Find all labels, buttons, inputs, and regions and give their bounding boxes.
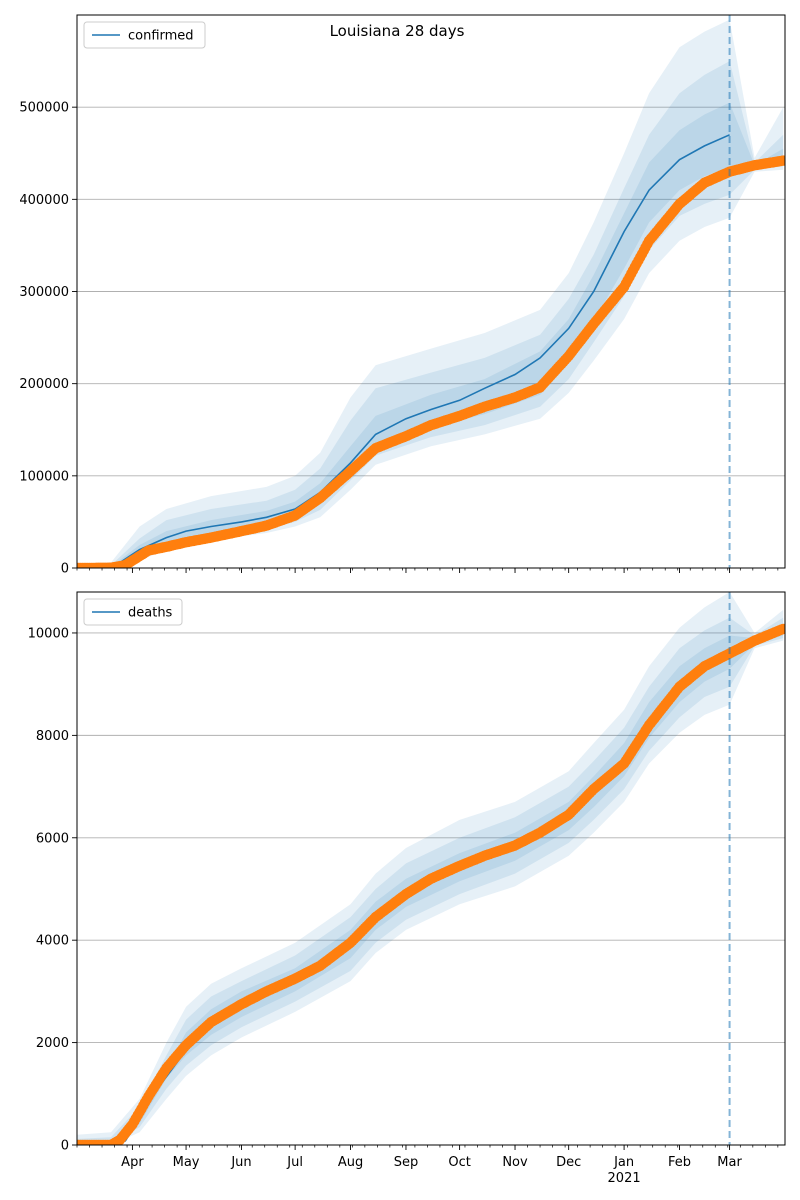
band-middle: [77, 61, 784, 568]
x-tick-label: Apr: [121, 1155, 144, 1170]
x-tick-label: Jul: [286, 1155, 303, 1170]
y-tick-label: 200000: [19, 377, 69, 392]
x-tick-label: Nov: [502, 1155, 528, 1170]
x-tick-label: Oct: [448, 1155, 470, 1170]
deaths-panel: 0 2000 4000 6000 8000 10000 Apr May Jun Jul Aug Sep…: [28, 591, 786, 1186]
y-tick-label: 500000: [19, 101, 69, 116]
y-tick-label: 0: [61, 1139, 69, 1154]
y-tick-label: 0: [61, 562, 69, 577]
x-tick-label: Jun: [230, 1155, 251, 1170]
plot-content: [77, 19, 785, 568]
legend-box: [83, 598, 183, 626]
plot-content: [77, 592, 785, 1145]
y-tick-label: 300000: [19, 285, 69, 300]
y-tick-label: 8000: [36, 729, 69, 744]
x-tick-label: Jan: [613, 1155, 634, 1170]
y-tick-label: 100000: [19, 469, 69, 484]
observed-point: [778, 623, 785, 635]
legend-box: [83, 21, 206, 49]
y-tick-label: 2000: [36, 1036, 69, 1051]
x-tick-label: May: [173, 1155, 200, 1170]
legend: confirmed: [83, 21, 206, 49]
y-tick-label: 6000: [36, 831, 69, 846]
x-tick-label: Mar: [717, 1155, 742, 1170]
band-outer: [77, 592, 784, 1145]
axes-frame: [76, 591, 786, 1146]
band-outer: [77, 19, 784, 568]
y-tick-label: 4000: [36, 934, 69, 949]
y-tick-label: 400000: [19, 193, 69, 208]
axes-frame: [76, 14, 786, 569]
observed-series-confirmed: [77, 155, 785, 568]
chart-title: Louisiana 28 days: [330, 22, 465, 40]
x-tick-label: Dec: [556, 1155, 581, 1170]
x-year-label: 2021: [608, 1171, 641, 1186]
y-tick-label: 10000: [28, 626, 69, 641]
model-line-confirmed: [77, 134, 730, 568]
observed-point: [778, 155, 785, 166]
observed-series-deaths: [77, 623, 785, 1145]
x-tick-label: Sep: [394, 1155, 419, 1170]
x-tick-label: Aug: [338, 1155, 363, 1170]
legend: deaths: [83, 598, 183, 626]
x-tick-label: Feb: [668, 1155, 691, 1170]
confirmed-panel: 0 100000 200000 300000 400000 500000 confirmed: [19, 14, 786, 577]
legend-label: deaths: [128, 606, 173, 621]
legend-label: confirmed: [128, 29, 194, 44]
band-inner: [77, 102, 784, 568]
